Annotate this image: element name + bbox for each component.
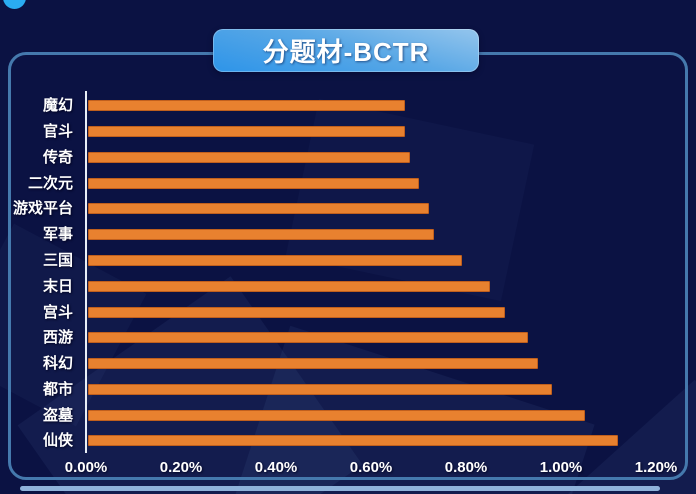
x-tick-label: 0.80% (444, 459, 488, 476)
bar-row: 传奇 (0, 145, 696, 171)
x-tick-label: 0.20% (159, 459, 203, 476)
bar-row: 西游 (0, 325, 696, 351)
x-tick-label: 0.60% (349, 459, 393, 476)
bar-row: 宫斗 (0, 299, 696, 325)
bar-row: 官斗 (0, 119, 696, 145)
bar[interactable] (88, 100, 406, 112)
category-label: 传奇 (42, 148, 73, 166)
bar[interactable] (88, 203, 429, 215)
x-tick-label: 1.00% (539, 459, 583, 476)
bar[interactable] (88, 435, 619, 447)
bar-row: 都市 (0, 376, 696, 402)
category-label: 游戏平台 (12, 200, 73, 218)
category-label: 西游 (42, 329, 73, 347)
category-label: 军事 (42, 226, 73, 244)
category-label: 科幻 (42, 355, 73, 373)
bar[interactable] (88, 280, 491, 292)
bar-row: 末日 (0, 273, 696, 299)
bar-row: 仙侠 (0, 428, 696, 454)
bar-row: 魔幻 (0, 93, 696, 119)
bar[interactable] (88, 229, 434, 241)
bar[interactable] (88, 126, 406, 138)
category-label: 二次元 (27, 174, 73, 192)
bar[interactable] (88, 254, 462, 266)
page-title: 分题材-BCTR (262, 37, 430, 67)
bar[interactable] (88, 383, 552, 395)
bottom-strip (20, 486, 660, 491)
x-axis: 0.00% 0.20% 0.40% 0.60% 0.80% 1.00% 1.20% (0, 459, 696, 481)
category-label: 宫斗 (42, 303, 73, 321)
bar[interactable] (88, 306, 505, 318)
category-label: 官斗 (42, 123, 73, 141)
category-label: 魔幻 (42, 97, 73, 115)
category-label: 三国 (42, 251, 73, 269)
category-label: 末日 (42, 277, 73, 295)
category-label: 都市 (42, 380, 73, 398)
bar[interactable] (88, 151, 410, 163)
x-tick-label: 0.40% (254, 459, 298, 476)
bar-row: 军事 (0, 222, 696, 248)
bar-row: 游戏平台 (0, 196, 696, 222)
bar-row: 三国 (0, 248, 696, 274)
bar-row: 盗墓 (0, 402, 696, 428)
bar-row: 科幻 (0, 351, 696, 377)
bar-chart: 魔幻官斗传奇二次元游戏平台军事三国末日宫斗西游科幻都市盗墓仙侠 (0, 93, 696, 454)
category-label: 盗墓 (42, 406, 73, 424)
bar[interactable] (88, 358, 538, 370)
x-tick-label: 0.00% (64, 459, 108, 476)
category-label: 仙侠 (42, 432, 73, 450)
x-tick-label: 1.20% (634, 459, 678, 476)
bar-row: 二次元 (0, 170, 696, 196)
bar[interactable] (88, 177, 420, 189)
bar[interactable] (88, 409, 585, 421)
title-banner: 分题材-BCTR (213, 29, 479, 72)
bar[interactable] (88, 332, 529, 344)
accent-dot (3, 0, 26, 9)
y-axis-line (85, 91, 87, 453)
